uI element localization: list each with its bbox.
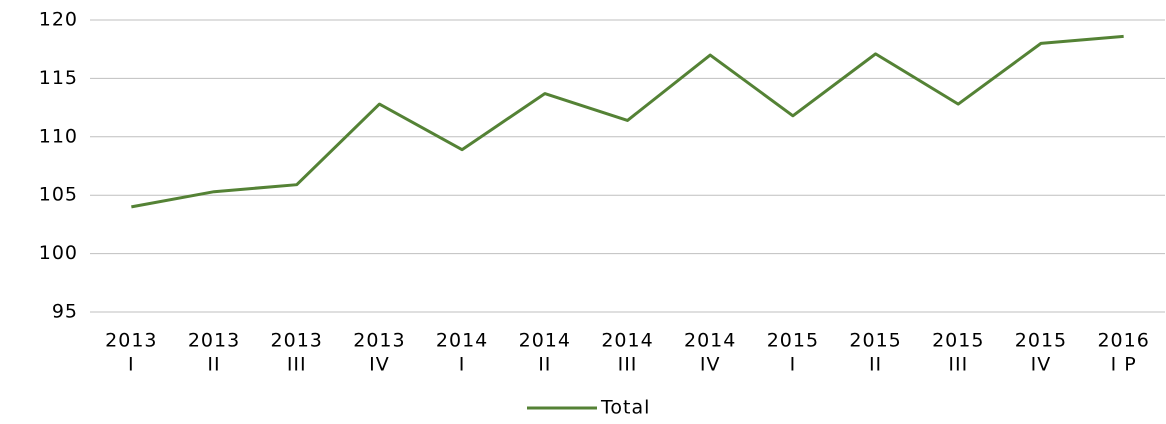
- y-tick-label: 110: [39, 125, 78, 147]
- x-tick-label: IV: [1031, 354, 1052, 376]
- x-tick-label: 2015: [849, 330, 901, 352]
- y-tick-label: 100: [39, 242, 78, 264]
- x-tick-label: 2013: [105, 330, 157, 352]
- x-tick-label: 2013: [188, 330, 240, 352]
- x-tick-label: IV: [700, 354, 721, 376]
- x-tick-label: II: [207, 354, 220, 376]
- x-tick-label: 2015: [932, 330, 984, 352]
- x-tick-label: II: [869, 354, 882, 376]
- x-tick-label: III: [948, 354, 968, 376]
- x-tick-label: 2013: [271, 330, 323, 352]
- y-tick-label: 115: [39, 67, 78, 89]
- data-line: [131, 34, 1124, 209]
- x-tick-label: 2015: [1015, 330, 1067, 352]
- legend-label: Total: [600, 397, 650, 419]
- x-tick-label: I: [459, 354, 466, 376]
- x-tick-label: 2014: [601, 330, 653, 352]
- y-tick-label: 105: [39, 184, 78, 206]
- x-tick-label: I: [790, 354, 797, 376]
- x-tick-label: 2016: [1097, 330, 1149, 352]
- y-tick-label: 120: [39, 9, 78, 31]
- x-tick-label: IV: [369, 354, 390, 376]
- y-tick-label: 95: [52, 301, 78, 323]
- x-tick-label: I P: [1111, 354, 1137, 376]
- x-tick-label: II: [538, 354, 551, 376]
- x-tick-label: I: [128, 354, 135, 376]
- x-tick-label: III: [618, 354, 638, 376]
- x-tick-label: III: [287, 354, 307, 376]
- x-tick-label: 2015: [767, 330, 819, 352]
- x-tick-label: 2014: [519, 330, 571, 352]
- x-tick-label: 2014: [684, 330, 736, 352]
- x-tick-label: 2014: [436, 330, 488, 352]
- x-tick-label: 2013: [353, 330, 405, 352]
